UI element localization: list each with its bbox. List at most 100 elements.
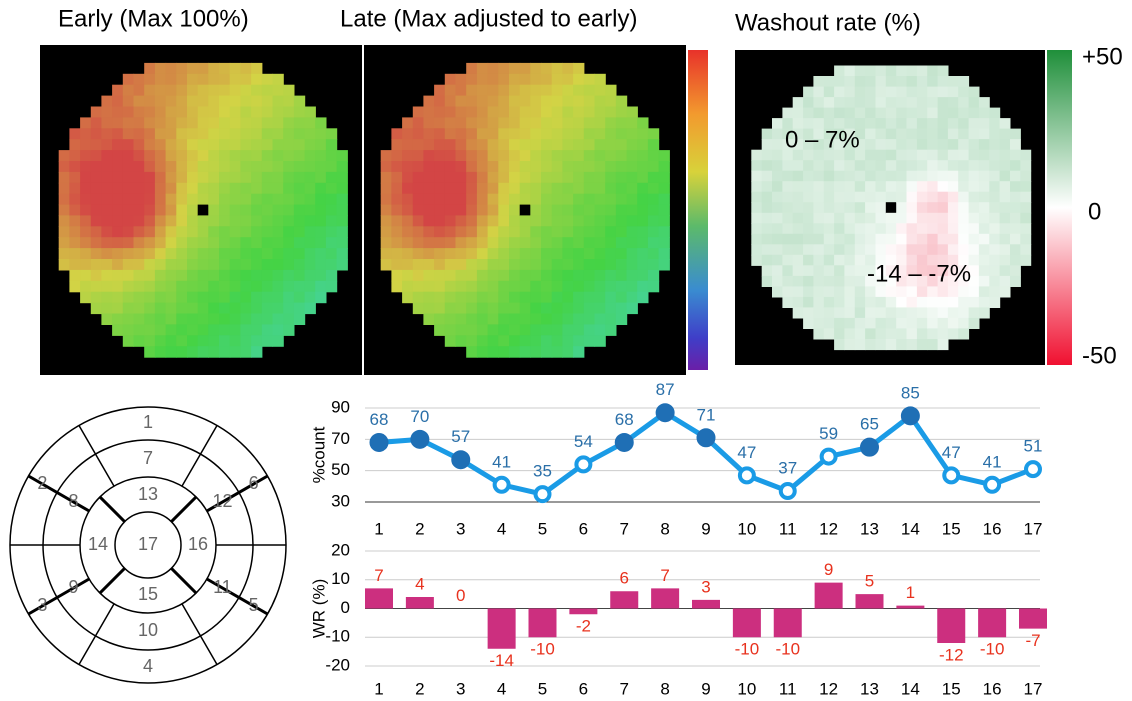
map-cell (605, 270, 616, 282)
segment-label: 13 (138, 484, 158, 504)
map-cell (134, 85, 145, 97)
map-cell (573, 259, 584, 271)
map-cell (155, 270, 166, 282)
x-tick-label: 12 (819, 519, 838, 538)
map-cell (337, 150, 348, 162)
map-cell (402, 259, 413, 271)
map-cell (337, 172, 348, 184)
map-cell (166, 96, 177, 108)
map-cell (112, 117, 123, 128)
map-cell (865, 328, 876, 339)
map-cell (466, 226, 477, 238)
map-cell (886, 339, 897, 350)
map-cell (948, 202, 959, 213)
map-cell (989, 171, 1000, 182)
map-cell (112, 194, 123, 206)
map-cell (381, 205, 392, 217)
map-cell (541, 226, 552, 238)
map-cell (273, 96, 284, 108)
map-cell (865, 213, 876, 224)
map-cell (762, 255, 773, 266)
map-cell (101, 172, 112, 184)
map-cell (456, 314, 467, 326)
map-cell (927, 87, 938, 98)
map-cell (1010, 181, 1021, 192)
map-cell (134, 161, 145, 173)
map-cell (498, 346, 509, 358)
map-cell (530, 259, 541, 271)
map-cell (803, 87, 814, 98)
map-cell (1000, 202, 1011, 213)
segment-divider (100, 568, 125, 593)
map-cell (573, 96, 584, 108)
map-cell (844, 108, 855, 119)
map-cell (616, 194, 627, 206)
map-cell (315, 226, 326, 238)
segment-label: 4 (143, 656, 153, 676)
map-cell (198, 85, 209, 97)
map-cell (315, 117, 326, 128)
map-cell (562, 259, 573, 271)
map-cell (509, 215, 520, 227)
map-cell (273, 215, 284, 227)
map-cell (958, 318, 969, 329)
map-cell (294, 270, 305, 282)
map-cell (144, 74, 155, 86)
map-cell (520, 172, 531, 184)
map-cell (219, 270, 230, 282)
map-cell (605, 259, 616, 271)
map-cell (907, 97, 918, 108)
map-cell (813, 223, 824, 234)
map-cell (176, 150, 187, 162)
x-tick-label: 16 (983, 679, 1002, 698)
map-cell (176, 324, 187, 336)
map-cell (907, 339, 918, 350)
map-cell (402, 292, 413, 304)
map-cell (251, 107, 262, 119)
map-cell (305, 248, 316, 260)
map-cell (219, 281, 230, 293)
map-cell (751, 181, 762, 192)
map-cell (251, 117, 262, 128)
map-cell (969, 181, 980, 192)
map-cell (938, 181, 949, 192)
map-cell (573, 63, 584, 75)
map-cell (69, 248, 80, 260)
map-cell (123, 259, 134, 271)
map-cell (876, 192, 887, 203)
map-cell (326, 281, 337, 293)
map-cell (520, 226, 531, 238)
map-cell (1000, 150, 1011, 161)
map-cell (123, 303, 134, 315)
point (615, 433, 633, 451)
map-cell (876, 76, 887, 87)
map-cell (144, 107, 155, 119)
map-cell (240, 215, 251, 227)
value-label: -2 (576, 617, 591, 636)
map-cell (498, 161, 509, 173)
map-cell (166, 335, 177, 347)
map-cell (541, 107, 552, 119)
map-cell (896, 328, 907, 339)
map-cell (112, 107, 123, 119)
map-cell (886, 108, 897, 119)
map-cell (530, 161, 541, 173)
map-cell (144, 139, 155, 151)
map-cell (834, 318, 845, 329)
map-cell (520, 183, 531, 195)
map-cell (793, 192, 804, 203)
map-cell (283, 303, 294, 315)
map-cell (989, 108, 1000, 119)
map-cell (134, 139, 145, 151)
map-cell (509, 303, 520, 315)
map-cell (240, 270, 251, 282)
map-cell (1000, 192, 1011, 203)
map-cell (793, 244, 804, 255)
map-cell (948, 160, 959, 171)
map-cell (616, 248, 627, 260)
map-cell (381, 150, 392, 162)
map-cell (498, 85, 509, 97)
map-cell (456, 74, 467, 86)
map-cell (59, 226, 70, 238)
map-cell (240, 74, 251, 86)
